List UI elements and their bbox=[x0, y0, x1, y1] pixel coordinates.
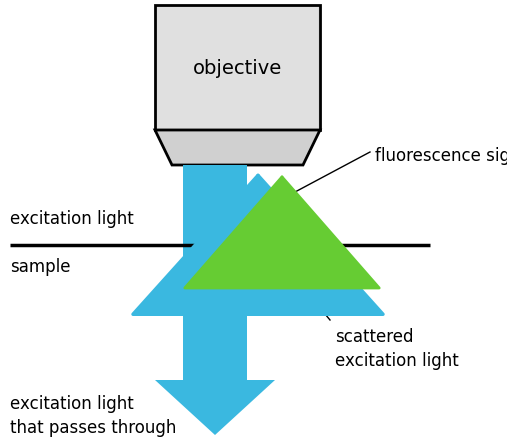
Text: excitation light: excitation light bbox=[10, 210, 134, 228]
Text: sample: sample bbox=[10, 258, 70, 276]
Text: excitation light
that passes through: excitation light that passes through bbox=[10, 395, 176, 437]
Polygon shape bbox=[155, 380, 275, 435]
Text: fluorescence signal: fluorescence signal bbox=[375, 147, 507, 165]
Text: objective: objective bbox=[192, 58, 281, 77]
Polygon shape bbox=[155, 130, 320, 165]
FancyBboxPatch shape bbox=[157, 7, 318, 128]
FancyBboxPatch shape bbox=[155, 5, 320, 130]
FancyBboxPatch shape bbox=[183, 165, 247, 380]
Text: scattered
excitation light: scattered excitation light bbox=[335, 328, 459, 370]
